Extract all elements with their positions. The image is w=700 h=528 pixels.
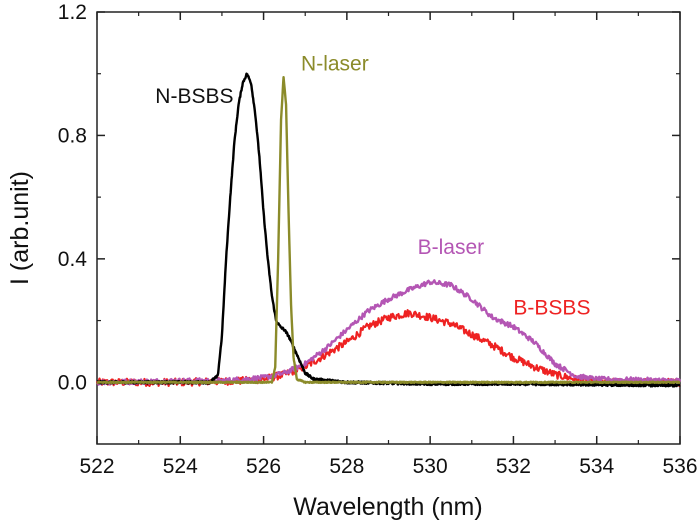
- y-tick-label: 0.0: [58, 371, 87, 394]
- series-label-b-laser: B-laser: [418, 236, 485, 259]
- series-label-n-bsbs: N-BSBS: [155, 85, 233, 108]
- series-line-b-bsbs: [95, 309, 681, 388]
- x-tick-label: 524: [163, 455, 198, 478]
- x-tick-label: 534: [579, 455, 614, 478]
- series-labels: B-BSBS B-laser N-BSBS N-laser: [155, 53, 590, 320]
- x-tick-label: 536: [662, 455, 697, 478]
- series-label-b-bsbs: B-BSBS: [513, 296, 590, 319]
- y-axis-title: I (arb.unit): [6, 171, 34, 285]
- x-axis-title: Wavelength (nm): [293, 493, 482, 521]
- series-line-n-laser: [96, 75, 681, 385]
- x-tick-label: 528: [329, 455, 364, 478]
- x-axis: 522 524 526 528 530 532 534 536: [79, 12, 698, 478]
- x-tick-label: 522: [79, 455, 114, 478]
- y-tick-label: 0.8: [58, 124, 87, 147]
- x-tick-label: 532: [496, 455, 531, 478]
- y-tick-label: 1.2: [58, 1, 87, 24]
- x-tick-label: 530: [413, 455, 448, 478]
- series-label-n-laser: N-laser: [301, 53, 369, 76]
- series-line-b-laser: [96, 279, 682, 386]
- y-axis: 0.0 0.4 0.8 1.2: [58, 1, 680, 394]
- series-layer: [95, 72, 682, 388]
- y-tick-label: 0.4: [58, 248, 88, 271]
- series-line-n-bsbs: [96, 72, 681, 388]
- x-tick-label: 526: [246, 455, 281, 478]
